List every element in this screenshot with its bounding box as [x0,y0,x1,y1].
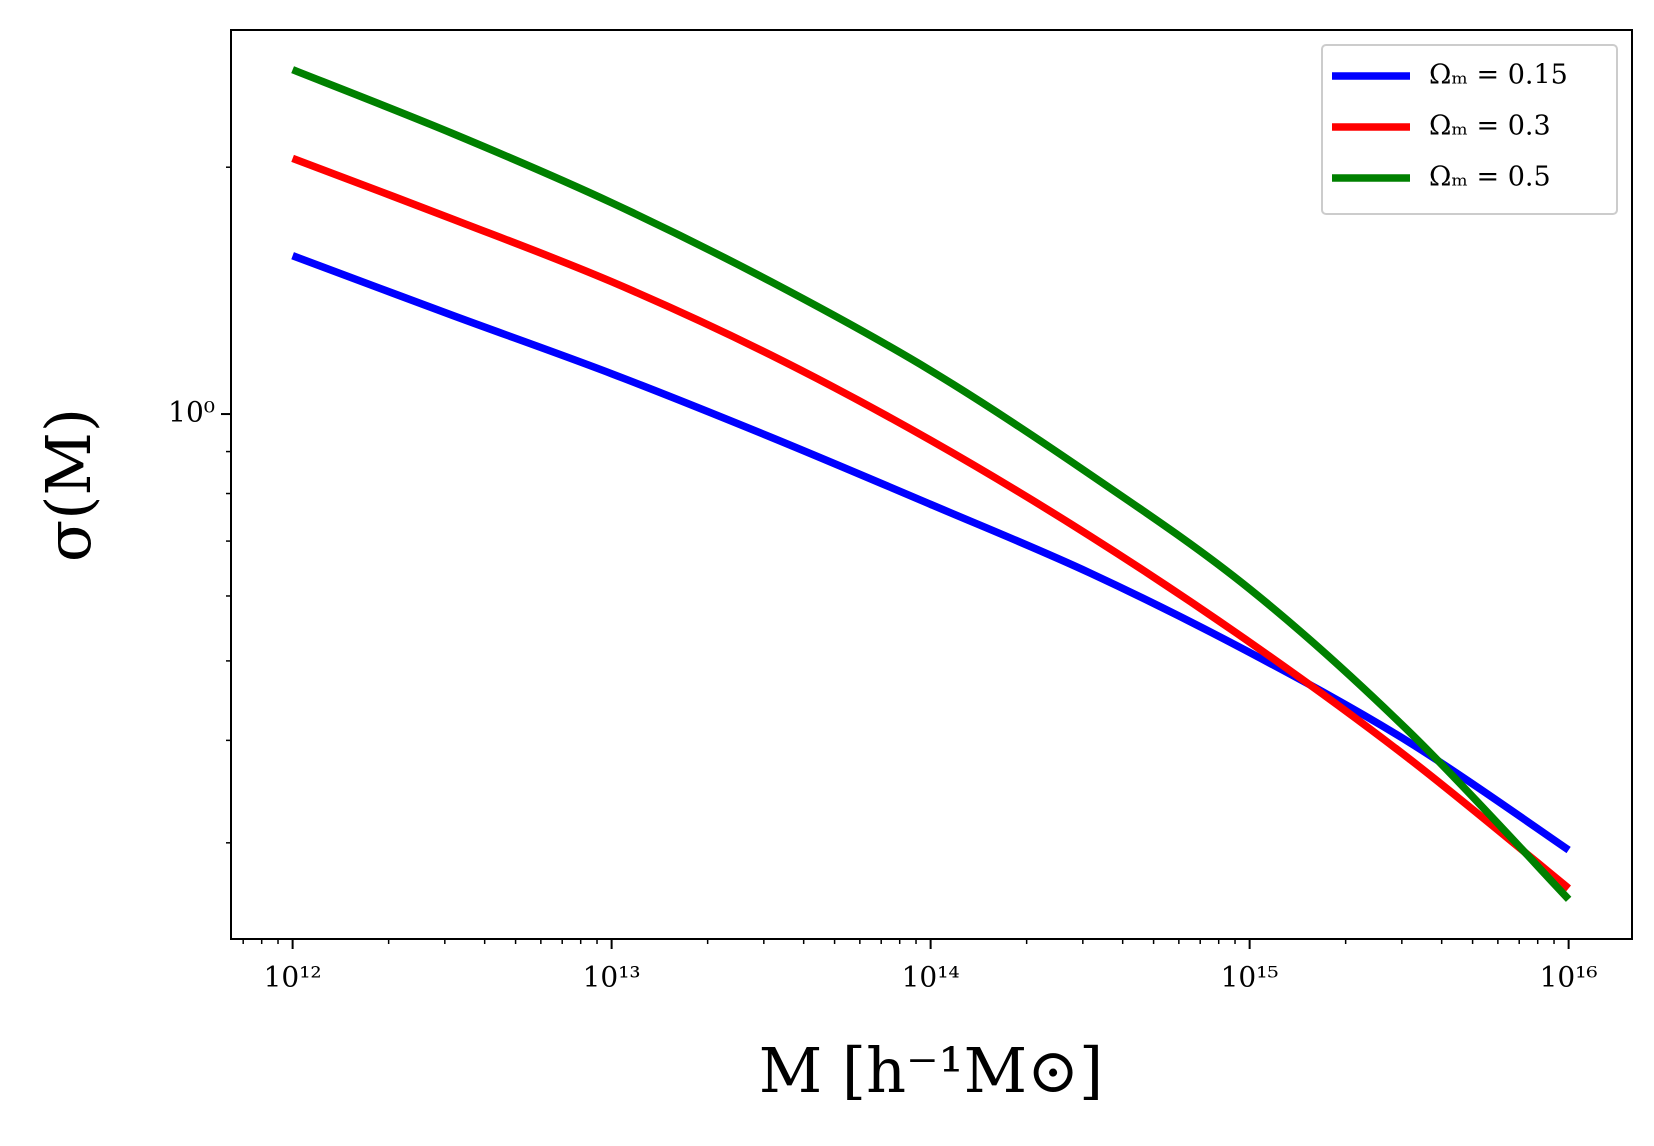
x-tick-label: 10¹³ [583,961,641,994]
series-line [291,66,1572,902]
x-tick-label: 10¹² [264,961,322,994]
legend-label: Ωₘ = 0.3 [1429,111,1551,142]
x-axis-label: M [h⁻¹M⊙] [759,1034,1104,1107]
x-tick-label: 10¹⁵ [1221,961,1279,994]
series-line [291,252,1571,854]
legend-box [1321,44,1618,215]
legend-label: Ωₘ = 0.5 [1429,162,1551,193]
y-tick-label: 10⁰ [168,396,215,429]
x-tick-label: 10¹⁴ [902,961,960,994]
y-axis-label: σ(M) [32,408,105,562]
legend-label: Ωₘ = 0.15 [1429,60,1568,91]
x-tick-label: 10¹⁶ [1540,961,1598,994]
series-line [291,154,1571,892]
